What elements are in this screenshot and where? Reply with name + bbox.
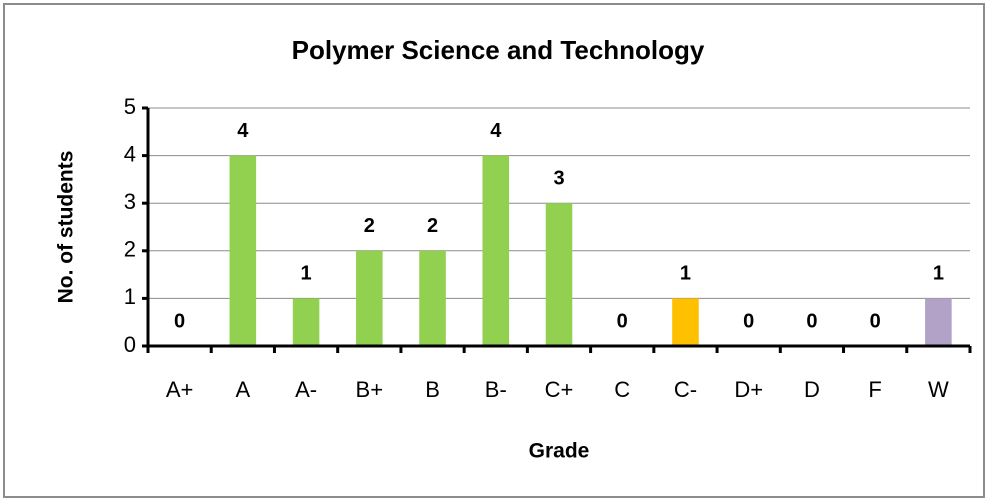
x-tick-label: B- [485, 377, 507, 402]
bar [672, 298, 699, 346]
bar [419, 250, 446, 346]
data-label: 0 [617, 310, 628, 332]
y-tick-label: 1 [124, 284, 136, 309]
data-label: 4 [237, 120, 249, 142]
bar [925, 298, 952, 346]
data-label: 2 [427, 215, 438, 237]
y-tick-label: 4 [124, 141, 136, 166]
data-label: 0 [806, 310, 817, 332]
bar [292, 298, 320, 346]
data-label: 3 [553, 167, 564, 189]
x-tick-label: A+ [166, 377, 194, 402]
y-tick-label: 0 [124, 332, 136, 357]
bar [356, 250, 383, 346]
x-tick-label: D+ [734, 377, 763, 402]
x-tick-label: W [928, 377, 949, 402]
x-tick-label: A- [295, 377, 317, 402]
x-tick-label: C- [674, 377, 697, 402]
data-label: 2 [364, 215, 375, 237]
chart-title: Polymer Science and Technology [292, 35, 705, 65]
data-label: 1 [933, 263, 944, 285]
x-tick-label: F [868, 377, 881, 402]
y-tick-label: 2 [124, 237, 136, 262]
bar [482, 155, 510, 346]
bar [229, 155, 257, 346]
x-axis-label: Grade [529, 440, 590, 463]
data-label: 1 [301, 263, 312, 285]
y-tick-label: 5 [124, 94, 136, 119]
x-tick-label: C+ [545, 377, 574, 402]
x-tick-label: B+ [356, 377, 384, 402]
y-axis-label: No. of students [55, 151, 78, 304]
x-tick-label: D [804, 377, 820, 402]
x-tick-label: B [425, 377, 440, 402]
data-label: 0 [174, 310, 185, 332]
data-label: 0 [743, 310, 754, 332]
data-label: 1 [680, 263, 691, 285]
y-tick-label: 3 [124, 189, 136, 214]
bar [545, 203, 573, 346]
data-label: 0 [870, 310, 881, 332]
data-label: 4 [490, 120, 502, 142]
x-tick-label: A [236, 377, 251, 402]
x-tick-label: C [614, 377, 630, 402]
